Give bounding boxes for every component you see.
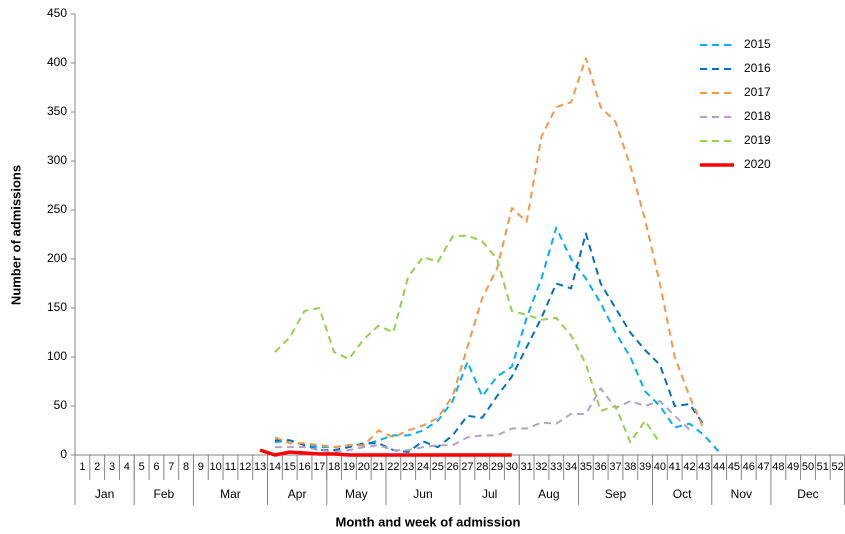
x-tick-label: 16 — [298, 461, 310, 473]
x-tick-label: 4 — [124, 461, 130, 473]
x-tick-label: 6 — [153, 461, 159, 473]
x-tick-label: 44 — [713, 461, 725, 473]
month-label: Mar — [220, 487, 241, 501]
series-line — [274, 387, 691, 454]
x-tick-label: 47 — [757, 461, 769, 473]
x-tick-label: 22 — [387, 461, 399, 473]
legend-label: 2017 — [744, 85, 771, 99]
legend-label: 2020 — [744, 157, 771, 171]
legend-label: 2016 — [744, 61, 771, 75]
month-label: Apr — [288, 487, 307, 501]
x-tick-label: 26 — [446, 461, 458, 473]
x-tick-label: 2 — [94, 461, 100, 473]
x-tick-label: 9 — [198, 461, 204, 473]
x-tick-label: 19 — [343, 461, 355, 473]
month-label: Jul — [482, 487, 497, 501]
x-tick-label: 43 — [698, 461, 710, 473]
y-tick-label: 150 — [47, 300, 67, 314]
month-label: Sep — [605, 487, 627, 501]
series-line — [274, 232, 706, 454]
series-line — [259, 448, 512, 457]
x-tick-label: 20 — [358, 461, 370, 473]
y-axis-title: Number of admissions — [8, 165, 23, 305]
x-tick-label: 33 — [550, 461, 562, 473]
series-line — [274, 234, 661, 444]
x-tick-label: 12 — [239, 461, 251, 473]
x-tick-label: 39 — [639, 461, 651, 473]
y-tick-label: 0 — [60, 447, 67, 461]
x-tick-label: 27 — [461, 461, 473, 473]
x-tick-label: 52 — [831, 461, 843, 473]
y-tick-label: 100 — [47, 349, 67, 363]
y-tick-label: 50 — [54, 398, 68, 412]
x-tick-label: 42 — [683, 461, 695, 473]
month-label: Nov — [731, 487, 752, 501]
x-tick-label: 31 — [521, 461, 533, 473]
x-tick-label: 8 — [183, 461, 189, 473]
month-label: Feb — [154, 487, 175, 501]
y-tick-label: 300 — [47, 153, 67, 167]
x-tick-label: 5 — [139, 461, 145, 473]
x-axis-title: Month and week of admission — [336, 514, 521, 529]
x-tick-label: 15 — [284, 461, 296, 473]
x-tick-label: 25 — [432, 461, 444, 473]
x-tick-label: 46 — [743, 461, 755, 473]
x-tick-label: 38 — [624, 461, 636, 473]
x-tick-label: 29 — [491, 461, 503, 473]
x-tick-label: 34 — [565, 461, 577, 473]
x-tick-label: 18 — [328, 461, 340, 473]
month-label: Dec — [797, 487, 818, 501]
x-tick-label: 10 — [210, 461, 222, 473]
x-tick-label: 24 — [417, 461, 429, 473]
x-tick-label: 23 — [402, 461, 414, 473]
month-label: May — [345, 487, 368, 501]
y-tick-label: 350 — [47, 104, 67, 118]
x-tick-label: 35 — [580, 461, 592, 473]
x-tick-label: 17 — [313, 461, 325, 473]
x-tick-label: 51 — [817, 461, 829, 473]
month-label: Jan — [95, 487, 114, 501]
x-tick-label: 3 — [109, 461, 115, 473]
x-tick-label: 21 — [372, 461, 384, 473]
x-tick-label: 41 — [669, 461, 681, 473]
x-tick-label: 11 — [225, 461, 236, 473]
x-tick-label: 28 — [476, 461, 488, 473]
x-tick-label: 50 — [802, 461, 814, 473]
x-tick-label: 30 — [506, 461, 518, 473]
x-tick-label: 13 — [254, 461, 266, 473]
x-tick-label: 32 — [535, 461, 547, 473]
month-label: Aug — [538, 487, 559, 501]
x-tick-label: 37 — [609, 461, 621, 473]
y-tick-label: 200 — [47, 251, 67, 265]
x-tick-label: 1 — [79, 461, 85, 473]
legend-label: 2018 — [744, 109, 771, 123]
x-tick-label: 36 — [595, 461, 607, 473]
x-tick-label: 7 — [168, 461, 174, 473]
x-tick-label: 40 — [654, 461, 666, 473]
legend-label: 2015 — [744, 37, 771, 51]
y-tick-label: 400 — [47, 55, 67, 69]
x-tick-label: 48 — [772, 461, 784, 473]
x-tick-label: 49 — [787, 461, 799, 473]
y-tick-label: 250 — [47, 202, 67, 216]
month-label: Jun — [413, 487, 432, 501]
x-tick-label: 14 — [269, 461, 281, 473]
x-tick-label: 45 — [728, 461, 740, 473]
legend-label: 2019 — [744, 133, 771, 147]
series-line — [274, 57, 706, 449]
y-tick-label: 450 — [47, 6, 67, 20]
month-label: Oct — [673, 487, 692, 501]
